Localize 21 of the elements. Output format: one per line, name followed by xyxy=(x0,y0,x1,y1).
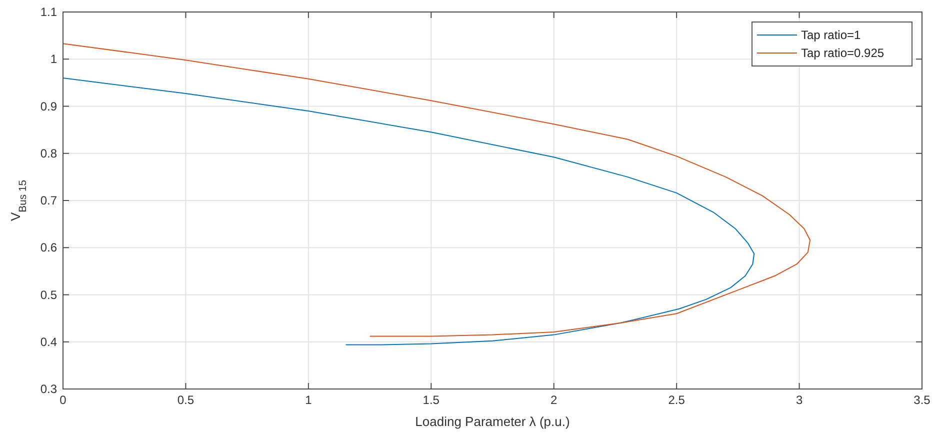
line-series xyxy=(62,77,755,346)
y-tick-label: 0.3 xyxy=(40,382,58,396)
y-tick-label: 0.4 xyxy=(40,334,58,349)
y-tick-label: 0.8 xyxy=(40,146,58,160)
y-tick-label: 0.7 xyxy=(40,194,58,208)
x-tick-label: 1 xyxy=(305,393,312,407)
x-tick-label: 3.5 xyxy=(914,393,931,407)
y-tick-label: 0.6 xyxy=(40,240,58,255)
legend-label: Tap ratio=1 xyxy=(801,28,862,42)
x-tick-label: 3 xyxy=(796,393,803,407)
x-tick-label: 2 xyxy=(550,393,558,407)
x-tick-label: 2.5 xyxy=(668,393,686,407)
y-tick-label: 0.5 xyxy=(40,288,58,302)
x-axis-title: Loading Parameter λ (p.u.) xyxy=(415,414,570,429)
y-tick-label: 0.9 xyxy=(40,99,58,114)
y-tick-label: 1 xyxy=(50,52,58,66)
x-tick-label: 0.5 xyxy=(177,393,194,407)
x-tick-label: 0 xyxy=(60,393,67,407)
legend-label: Tap ratio=0.925 xyxy=(801,46,884,60)
y-tick-label: 1.1 xyxy=(40,5,58,19)
x-tick-label: 1.5 xyxy=(422,393,440,407)
